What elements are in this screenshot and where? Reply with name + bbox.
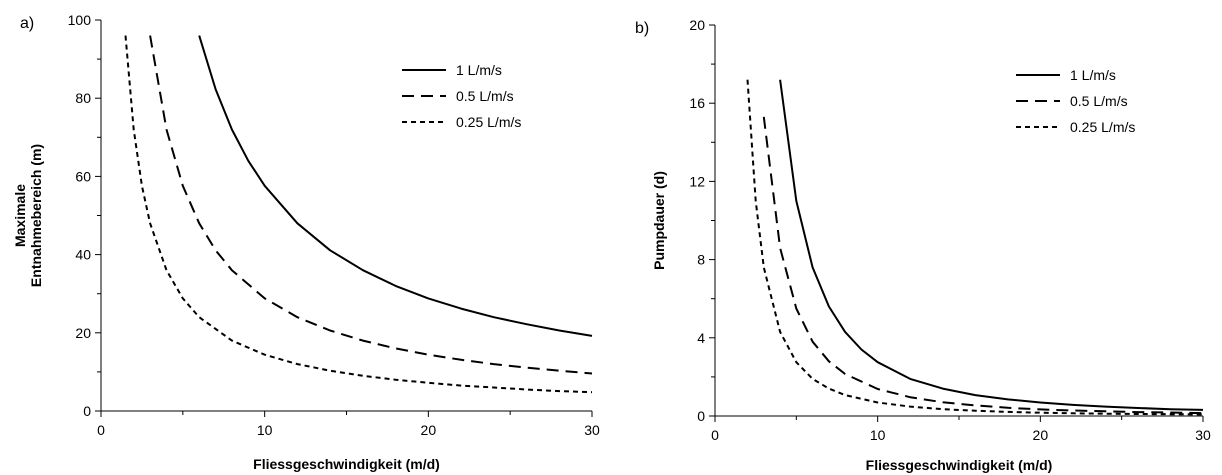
x-tick-label: 20 <box>1033 427 1049 443</box>
y-axis-label-line1: Maximale <box>12 184 28 247</box>
x-tick-label: 30 <box>1195 427 1211 443</box>
x-tick-label: 0 <box>97 422 105 438</box>
x-axis-label: Fliessgeschwindigkeit (m/d) <box>866 457 1053 473</box>
series-line-3 <box>746 79 1204 416</box>
legend-label-3: 0.25 L/m/s <box>456 114 521 130</box>
legend-label-3: 0.25 L/m/s <box>1070 119 1135 135</box>
series-line-3 <box>124 35 593 394</box>
x-tick-label: 0 <box>711 427 719 443</box>
y-tick-label: 8 <box>697 252 705 268</box>
y-tick-label: 4 <box>697 330 705 346</box>
panel-label: b) <box>635 20 649 37</box>
legend-label-1: 1 L/m/s <box>456 62 502 78</box>
y-tick-label: 100 <box>68 12 92 28</box>
x-axis-label: Fliessgeschwindigkeit (m/d) <box>253 456 440 472</box>
panel-label: a) <box>20 15 34 32</box>
series-line-1 <box>779 79 1204 411</box>
y-tick-label: 12 <box>689 173 705 189</box>
x-tick-label: 10 <box>257 422 273 438</box>
legend-label-2: 0.5 L/m/s <box>456 88 514 104</box>
panel-a: 0 10 20 30 0 20 40 60 80 100 a) Fliessgeschwindigke… <box>12 12 600 472</box>
y-tick-label: 60 <box>75 168 91 184</box>
series-line-2 <box>762 116 1204 415</box>
legend-label-2: 0.5 L/m/s <box>1070 93 1128 109</box>
y-tick-label: 0 <box>83 403 91 419</box>
y-tick-label: 20 <box>689 17 705 33</box>
series-line-1 <box>198 35 593 337</box>
x-tick-label: 20 <box>421 422 437 438</box>
x-tick-label: 10 <box>870 427 886 443</box>
y-tick-label: 16 <box>689 95 705 111</box>
x-tick-label: 30 <box>584 422 600 438</box>
y-axis-label-line2: Entnahmebereich (m) <box>28 144 44 287</box>
series-line-2 <box>149 35 593 375</box>
y-tick-label: 80 <box>75 90 91 106</box>
y-tick-label: 40 <box>75 247 91 263</box>
y-tick-label: 0 <box>697 408 705 424</box>
y-tick-label: 20 <box>75 325 91 341</box>
panel-b: 0 10 20 30 0 4 8 12 16 20 b) Fliessgeschwindigkeit … <box>635 17 1211 473</box>
legend-label-1: 1 L/m/s <box>1070 67 1116 83</box>
y-axis-label: Pumpdauer (d) <box>651 171 667 270</box>
